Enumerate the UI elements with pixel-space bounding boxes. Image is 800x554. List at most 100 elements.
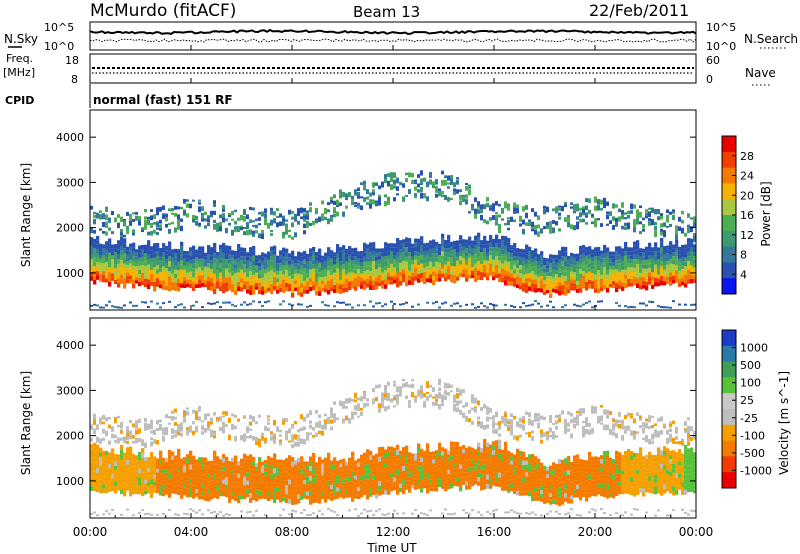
echo-cell [183,464,187,469]
echo-cell [507,484,511,489]
echo-cell [600,266,604,271]
echo-cell [318,253,322,258]
echo-cell [501,218,504,221]
echo-cell [357,269,361,273]
echo-cell [663,269,667,274]
echo-cell [357,258,361,262]
echo-cell [408,256,412,262]
echo-cell [123,487,127,493]
echo-cell [432,471,436,476]
echo-cell [150,269,154,274]
echo-cell [171,277,175,282]
echo-cell [549,284,553,290]
echo-cell [138,456,142,461]
echo-cell [354,490,358,495]
echo-cell [180,218,183,222]
echo-cell [378,274,382,279]
echo-cell [648,211,651,218]
echo-cell [144,461,148,465]
echo-cell [231,258,235,263]
echo-cell [276,255,280,260]
echo-cell [438,482,442,488]
echo-cell [231,457,235,462]
echo-cell [483,239,487,245]
echo-cell [192,464,196,469]
echo-cell [507,419,510,422]
echo-cell [462,412,465,419]
echo-cell [444,482,448,487]
echo-cell [468,476,472,481]
echo-cell [159,306,162,309]
echo-cell [447,485,451,490]
echo-cell [120,245,124,251]
echo-cell [195,511,198,514]
echo-cell [303,476,307,481]
echo-cell [288,229,291,233]
echo-cell [153,221,156,225]
echo-cell [480,214,483,221]
echo-cell [408,460,412,465]
echo-cell [126,225,129,230]
echo-cell [186,471,190,476]
echo-cell [294,434,297,440]
echo-cell [297,494,301,499]
echo-cell [123,465,127,471]
echo-cell [138,485,142,491]
echo-cell [309,410,312,416]
echo-cell [189,263,193,268]
echo-cell [237,461,241,466]
echo-cell [408,464,412,469]
echo-cell [507,471,511,476]
echo-cell [291,423,294,429]
echo-cell [231,486,235,492]
echo-cell [321,495,325,499]
echo-cell [150,423,153,430]
echo-cell [576,205,579,212]
echo-cell [189,483,193,488]
echo-cell [363,486,367,491]
echo-cell [327,462,331,467]
echo-cell [96,249,100,254]
echo-cell [252,514,255,517]
echo-cell [156,420,159,425]
echo-cell [159,280,163,285]
echo-cell [678,258,682,263]
echo-cell [291,500,295,505]
echo-cell [690,256,694,262]
echo-cell [120,279,124,284]
echo-cell [498,256,502,261]
echo-cell [237,494,241,499]
echo-cell [264,219,267,226]
echo-cell [201,250,205,255]
echo-cell [309,495,313,500]
echo-cell [555,281,559,286]
echo-cell [273,473,277,479]
echo-cell [285,261,289,266]
echo-cell [168,256,172,262]
echo-cell [495,449,499,455]
echo-cell [168,281,172,287]
echo-cell [177,485,181,491]
echo-cell [192,272,196,278]
echo-cell [525,212,528,219]
echo-cell [312,259,316,265]
echo-cell [471,451,475,456]
echo-cell [354,286,358,291]
echo-cell [231,271,235,276]
echo-cell [252,461,256,466]
echo-cell [603,205,606,209]
echo-cell [222,458,226,463]
echo-cell [417,269,421,274]
echo-cell [438,255,442,259]
echo-cell [282,215,285,219]
echo-cell [156,489,160,494]
echo-cell [438,262,442,267]
echo-cell [150,441,153,447]
echo-cell [531,279,535,284]
echo-cell [153,467,157,471]
echo-cell [147,259,151,265]
echo-cell [243,285,247,290]
echo-cell [606,201,609,206]
echo-cell [210,429,213,435]
echo-cell [123,492,127,497]
